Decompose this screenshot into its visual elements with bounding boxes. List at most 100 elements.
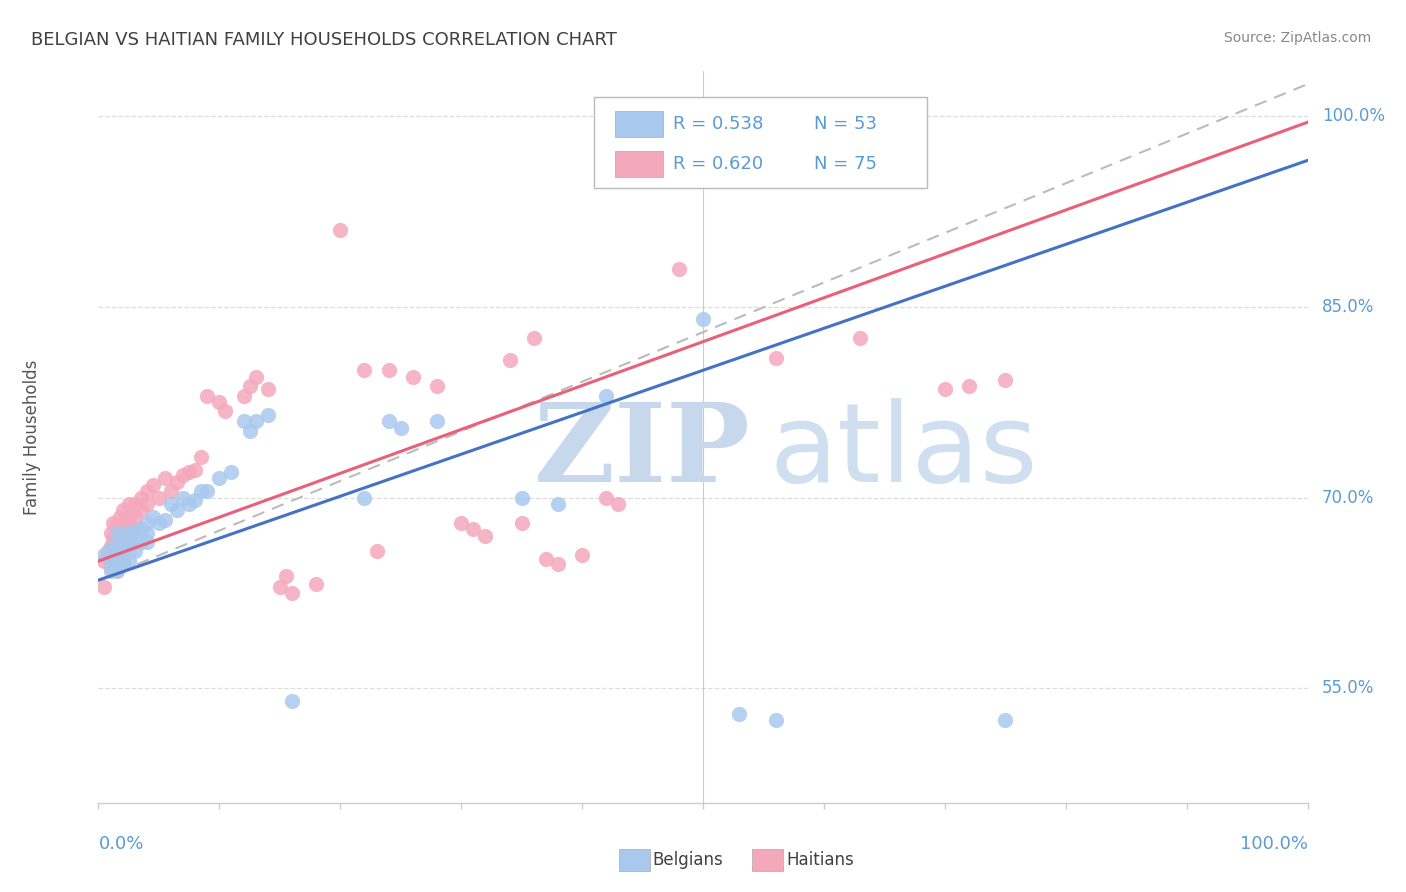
Point [124,509,146,524]
FancyBboxPatch shape [614,111,664,137]
Point [100,551,122,566]
Point [571,548,593,562]
Point [172,467,194,482]
Point [474,529,496,543]
Point [105,564,128,578]
Point [105,518,128,533]
Point [111,539,134,553]
Point [118,509,141,524]
Text: 100.0%: 100.0% [1322,107,1385,125]
Point [97,544,120,558]
Point [595,491,617,505]
Point [135,484,157,499]
Point [105,526,128,541]
Point [105,531,128,545]
Point [93,548,115,562]
Point [148,491,170,505]
Point [93,580,115,594]
Text: 55.0%: 55.0% [1322,680,1375,698]
Point [100,554,122,568]
Point [232,389,254,403]
Point [534,551,557,566]
Point [129,535,152,549]
Text: R = 0.538: R = 0.538 [672,115,763,133]
Point [118,522,141,536]
Point [190,450,212,464]
Point [934,383,956,397]
Point [239,378,262,392]
Point [208,471,231,485]
Text: Source: ZipAtlas.com: Source: ZipAtlas.com [1223,31,1371,45]
Point [269,580,291,594]
Point [994,374,1017,388]
Point [214,404,236,418]
Point [124,522,146,536]
Point [281,586,304,600]
Point [100,564,122,578]
FancyBboxPatch shape [595,97,927,188]
Point [108,509,131,524]
FancyBboxPatch shape [614,151,664,177]
Text: ZIP: ZIP [534,398,751,505]
Point [142,477,165,491]
Point [239,425,262,439]
Point [166,475,188,490]
Text: 70.0%: 70.0% [1322,489,1375,507]
Text: N = 75: N = 75 [814,154,877,173]
Point [111,548,134,562]
Point [195,484,218,499]
Point [353,363,375,377]
Point [105,551,128,566]
Point [118,544,141,558]
Point [305,577,328,591]
Point [377,363,399,377]
Point [450,516,472,530]
Point [135,535,157,549]
Point [111,503,134,517]
Point [184,462,207,476]
Point [274,569,297,583]
Point [100,539,122,553]
Point [124,544,146,558]
Point [105,539,128,553]
Point [142,509,165,524]
Point [118,535,141,549]
Point [463,522,485,536]
Point [849,331,872,345]
Point [256,383,278,397]
Point [129,522,152,536]
Point [221,465,243,479]
Point [329,223,352,237]
Point [498,353,520,368]
Point [118,535,141,549]
Point [607,497,630,511]
Point [190,484,212,499]
Point [377,414,399,428]
Point [179,497,201,511]
Point [426,378,449,392]
Point [728,706,751,721]
Text: 0.0%: 0.0% [98,835,143,853]
Point [124,526,146,541]
Point [101,531,124,545]
Point [523,331,546,345]
Point [547,557,569,571]
Point [957,378,980,392]
Point [232,414,254,428]
Point [105,557,128,571]
Point [111,551,134,566]
Point [160,484,183,499]
Text: R = 0.620: R = 0.620 [672,154,763,173]
Point [245,369,267,384]
Point [135,516,157,530]
Point [111,541,134,556]
Point [256,408,278,422]
Point [389,420,412,434]
Point [118,554,141,568]
Point [668,261,690,276]
Point [148,516,170,530]
Point [129,491,152,505]
Point [402,369,425,384]
Point [353,491,375,505]
Point [366,544,388,558]
